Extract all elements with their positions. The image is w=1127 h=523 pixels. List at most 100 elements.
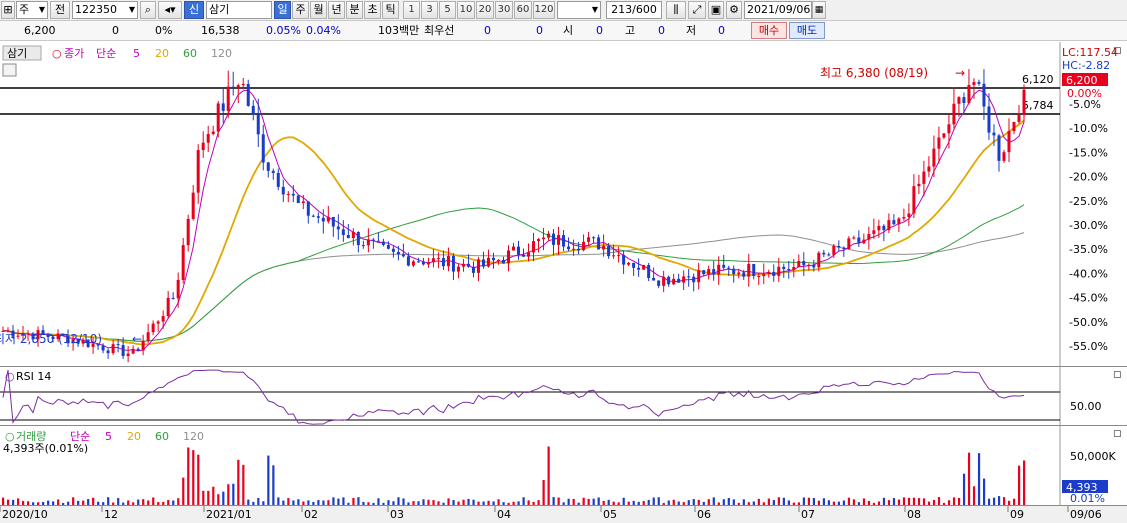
candle-body [742,272,746,277]
volume-bar [407,502,410,505]
candle-body [907,213,911,217]
volume-bar [807,497,810,505]
search-icon[interactable]: ⌕ [140,1,156,19]
volume-bar [262,501,265,505]
interval-5[interactable]: 5 [439,1,456,19]
period-second[interactable]: 초 [364,1,381,19]
period-tick[interactable]: 틱 [382,1,399,19]
sell-button[interactable]: 매도 [789,22,825,39]
low-annotation: 최저 2,850 (12/10) [0,332,102,346]
interval-10[interactable]: 10 [457,1,475,19]
candle-body [1007,131,1011,153]
new-indicator-button[interactable]: 신 [184,1,204,19]
volume-bar [662,502,665,505]
menu-icon[interactable]: ⊞ [1,1,15,19]
volume-bar [947,500,951,505]
stock-tab[interactable] [2,45,42,61]
period-day[interactable]: 일 [274,1,291,19]
bar-chart-icon[interactable]: ⫼ [666,1,686,19]
market-type-select[interactable]: 주 ▼ [16,1,48,19]
candle-body [306,201,310,216]
volume-bar [527,500,530,505]
gear-icon[interactable]: ⚙ [726,1,742,19]
candle-body [181,245,185,280]
volume-panel-max-icon[interactable]: ▢ [1113,429,1122,439]
period-month[interactable]: 월 [310,1,327,19]
x-tick-label: 04 [497,508,511,521]
low-label: 저 [686,24,697,37]
period-week[interactable]: 주 [292,1,309,19]
volume-bar [462,499,465,505]
volume-bar [27,501,30,505]
candle-body [311,215,315,217]
date-field[interactable]: 2021/09/06 [744,1,812,19]
rsi-path [2,369,1025,425]
support-line-value: 5,784 [1022,99,1054,112]
volume-bar [272,465,275,505]
buy-button[interactable]: 매수 [751,22,787,39]
volume-value: 16,538 [201,24,240,37]
speaker-icon[interactable]: ◂▾ [158,1,182,19]
volume-bar [872,502,876,505]
stock-code-input[interactable]: 122350 ▼ [72,1,138,19]
volume-bar [202,490,205,505]
candle-body [256,114,260,135]
candle-body [71,339,75,344]
candle-body [391,248,395,252]
volume-bar [252,501,255,505]
volume-bar [1012,498,1016,505]
volume-bar [97,501,100,505]
interval-20[interactable]: 20 [476,1,494,19]
candle-body [356,232,360,246]
grid-toggle-icon[interactable] [2,63,17,77]
panel-max-icon[interactable]: ▢ [1113,46,1122,56]
volume-bar [742,499,745,505]
volume-bar [987,498,991,505]
interval-120[interactable]: 120 [533,1,555,19]
expand-icon[interactable]: ⤢ [688,1,706,19]
save-icon[interactable]: ▣ [708,1,724,19]
volume-bar [877,501,881,505]
x-tick-label: 09 [1010,508,1024,521]
volume-bar [372,502,375,505]
interval-custom-select[interactable]: ▼ [557,1,601,19]
candle-body [36,330,40,340]
candle-body [657,280,661,286]
period-minute[interactable]: 분 [346,1,363,19]
interval-1[interactable]: 1 [403,1,420,19]
candle-body [471,266,475,273]
candle-body [707,269,711,275]
legend-close: 종가 [64,47,84,60]
price-basis-button[interactable]: 전 [50,1,70,19]
candle-body [146,332,150,341]
candle-body [141,340,145,351]
rsi-panel-max-icon[interactable]: ▢ [1113,370,1122,380]
candle-body [792,267,796,270]
candle-body [411,261,415,266]
candle-body [281,186,285,195]
volume-bar [157,501,160,505]
stock-name-field[interactable]: 삼기 [206,1,272,19]
toolbar: ⊞ 주 ▼ 전 122350 ▼ ⌕ ◂▾ 신 삼기 일 주 월 년 분 초 틱 1… [0,0,1127,21]
candle-body [762,273,766,277]
volume-bar [632,500,635,505]
interval-30[interactable]: 30 [495,1,513,19]
volume-bar [342,497,345,505]
volume-bar [912,497,916,505]
calendar-icon[interactable]: ▦ [812,1,826,19]
candle-body [166,297,170,317]
y-tick-label: -15.0% [1069,146,1108,159]
candle-body [291,193,295,196]
candle-body [597,237,601,250]
period-year[interactable]: 년 [328,1,345,19]
volume-bar [672,499,675,505]
volume-bar [277,497,280,505]
candle-body [732,268,736,275]
candle-body [66,335,70,344]
interval-60[interactable]: 60 [514,1,532,19]
volume-bar [517,501,520,505]
bar-count-field[interactable]: 213/600 [606,1,662,19]
interval-3[interactable]: 3 [421,1,438,19]
y-tick-label: -25.0% [1069,195,1108,208]
